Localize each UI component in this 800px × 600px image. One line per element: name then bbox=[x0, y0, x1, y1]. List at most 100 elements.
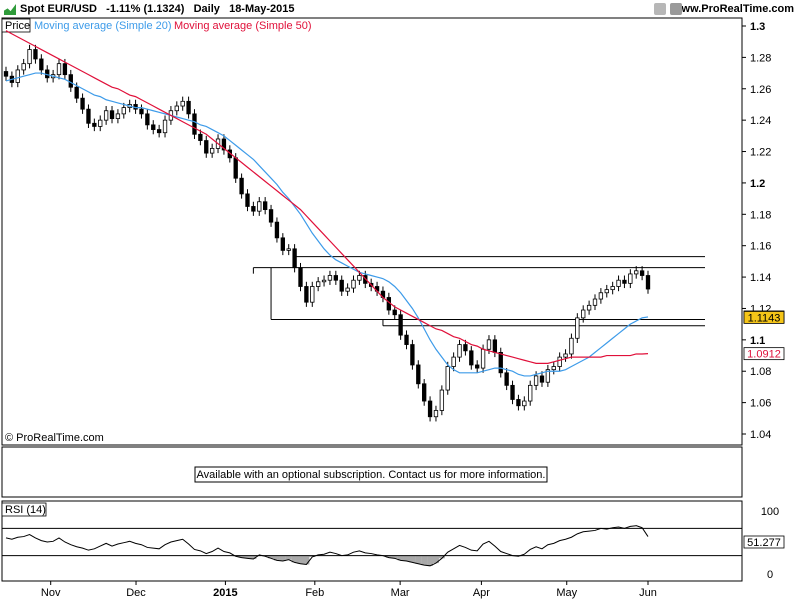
x-axis: Nov Dec 2015 Feb Mar Apr May Jun bbox=[41, 581, 657, 599]
candle-body bbox=[557, 356, 562, 367]
candle-body bbox=[504, 372, 509, 386]
volume-panel-frame bbox=[1, 446, 743, 498]
rsi-oversold-fill bbox=[303, 555, 310, 565]
candle-body bbox=[533, 375, 539, 386]
last-price-label: 1.1143 bbox=[748, 312, 781, 324]
price-axis: 1.31.281.261.241.221.21.181.161.141.121.… bbox=[742, 21, 771, 441]
candle-body bbox=[151, 124, 156, 130]
candle-body bbox=[610, 286, 615, 291]
candle-body bbox=[68, 74, 73, 88]
ma20-line bbox=[5, 72, 649, 377]
rsi-oversold-fill bbox=[415, 555, 422, 564]
rsi-value-badge bbox=[743, 535, 785, 549]
rsi-oversold-fill bbox=[285, 555, 292, 560]
price-tick-label: 1.06 bbox=[750, 398, 771, 410]
candle-body bbox=[427, 400, 433, 418]
rsi-oversold-fill bbox=[438, 555, 445, 559]
toolbar-icon-2[interactable] bbox=[670, 3, 682, 15]
candle-body bbox=[581, 309, 586, 319]
price-tick-label: 1.16 bbox=[750, 241, 771, 253]
rsi-oversold-fill bbox=[268, 555, 275, 559]
candle-body bbox=[569, 337, 574, 355]
candle-body bbox=[398, 314, 403, 336]
candle-body bbox=[321, 279, 327, 283]
x-tick-label: Mar bbox=[391, 587, 410, 599]
candle-body bbox=[645, 275, 651, 290]
candle-body bbox=[33, 49, 38, 60]
candle-body bbox=[634, 270, 639, 275]
site-name: www.ProRealTime.com bbox=[672, 3, 794, 15]
candle-body bbox=[156, 129, 162, 134]
candle-body bbox=[439, 389, 445, 411]
candle-body bbox=[21, 63, 26, 71]
candle-body bbox=[3, 71, 9, 77]
candle-body bbox=[433, 410, 439, 418]
candle-body bbox=[545, 369, 551, 383]
candle-body bbox=[280, 237, 285, 251]
candle-body bbox=[486, 339, 492, 350]
x-tick-label: Apr bbox=[473, 587, 490, 599]
candle-body bbox=[463, 344, 468, 352]
rsi-tick-0: 0 bbox=[767, 569, 773, 581]
ma50-value-label-box bbox=[743, 347, 785, 361]
rsi-oversold-fill bbox=[309, 555, 316, 557]
candle-body bbox=[245, 193, 250, 207]
rsi-legend: RSI (14) bbox=[5, 504, 46, 516]
price-tick-label: 1.1 bbox=[750, 335, 765, 347]
toolbar-icon[interactable] bbox=[654, 3, 666, 15]
candle-body bbox=[209, 147, 215, 154]
watermark: © ProRealTime.com bbox=[5, 432, 104, 444]
candle-body bbox=[528, 384, 533, 402]
rsi-line bbox=[5, 525, 649, 567]
price-tick-label: 1.24 bbox=[750, 115, 771, 127]
chart-title: Spot EUR/USD -1.11% (1.1324) Daily 18-Ma… bbox=[20, 3, 295, 15]
volume-notice: Available with an optional subscription.… bbox=[197, 469, 546, 481]
candle-body bbox=[221, 138, 227, 151]
legend-ma50: Moving average (Simple 50) bbox=[174, 20, 312, 32]
candle-body bbox=[457, 344, 462, 358]
candle-body bbox=[315, 281, 321, 287]
price-tick-label: 1.08 bbox=[750, 366, 771, 378]
rsi-oversold-fill bbox=[244, 555, 251, 559]
candle-body bbox=[103, 110, 109, 121]
rsi-oversold-fill bbox=[432, 555, 439, 564]
candle-body bbox=[451, 356, 456, 367]
rsi-oversold-fill bbox=[391, 555, 398, 559]
rsi-oversold-fill bbox=[385, 555, 392, 558]
legend-price-box bbox=[1, 18, 31, 33]
rsi-oversold-fill bbox=[291, 555, 298, 563]
rsi-legend-box bbox=[1, 502, 47, 517]
candle-body bbox=[186, 100, 191, 115]
price-panel-frame bbox=[1, 17, 743, 446]
candle-body bbox=[139, 108, 144, 115]
candle-body bbox=[239, 177, 244, 195]
candle-body bbox=[469, 350, 474, 366]
candle-body bbox=[404, 334, 409, 345]
candle-body bbox=[56, 63, 62, 76]
candle-body bbox=[422, 383, 427, 402]
rsi-oversold-fill bbox=[427, 555, 434, 566]
candle-body bbox=[174, 105, 179, 112]
candle-body bbox=[115, 113, 121, 119]
candle-body bbox=[162, 119, 168, 134]
rsi-oversold-fill bbox=[297, 555, 304, 564]
candle-body bbox=[357, 275, 362, 281]
candle-body bbox=[563, 353, 568, 358]
rsi-oversold-fill bbox=[238, 555, 245, 558]
candle-body bbox=[233, 157, 238, 179]
price-tick-label: 1.14 bbox=[750, 272, 771, 284]
candle-body bbox=[480, 348, 486, 369]
x-tick-label: Nov bbox=[41, 587, 61, 599]
candle-body bbox=[628, 273, 633, 284]
candle-body bbox=[510, 384, 515, 400]
ma50-line bbox=[5, 30, 649, 364]
candle-body bbox=[345, 287, 350, 292]
candle-body bbox=[639, 270, 645, 276]
candle-body bbox=[416, 364, 421, 385]
legend-price: Price bbox=[5, 20, 30, 32]
price-tick-label: 1.28 bbox=[750, 52, 771, 64]
candle-body bbox=[575, 317, 580, 339]
legend-ma20: Moving average (Simple 20) bbox=[34, 20, 172, 32]
